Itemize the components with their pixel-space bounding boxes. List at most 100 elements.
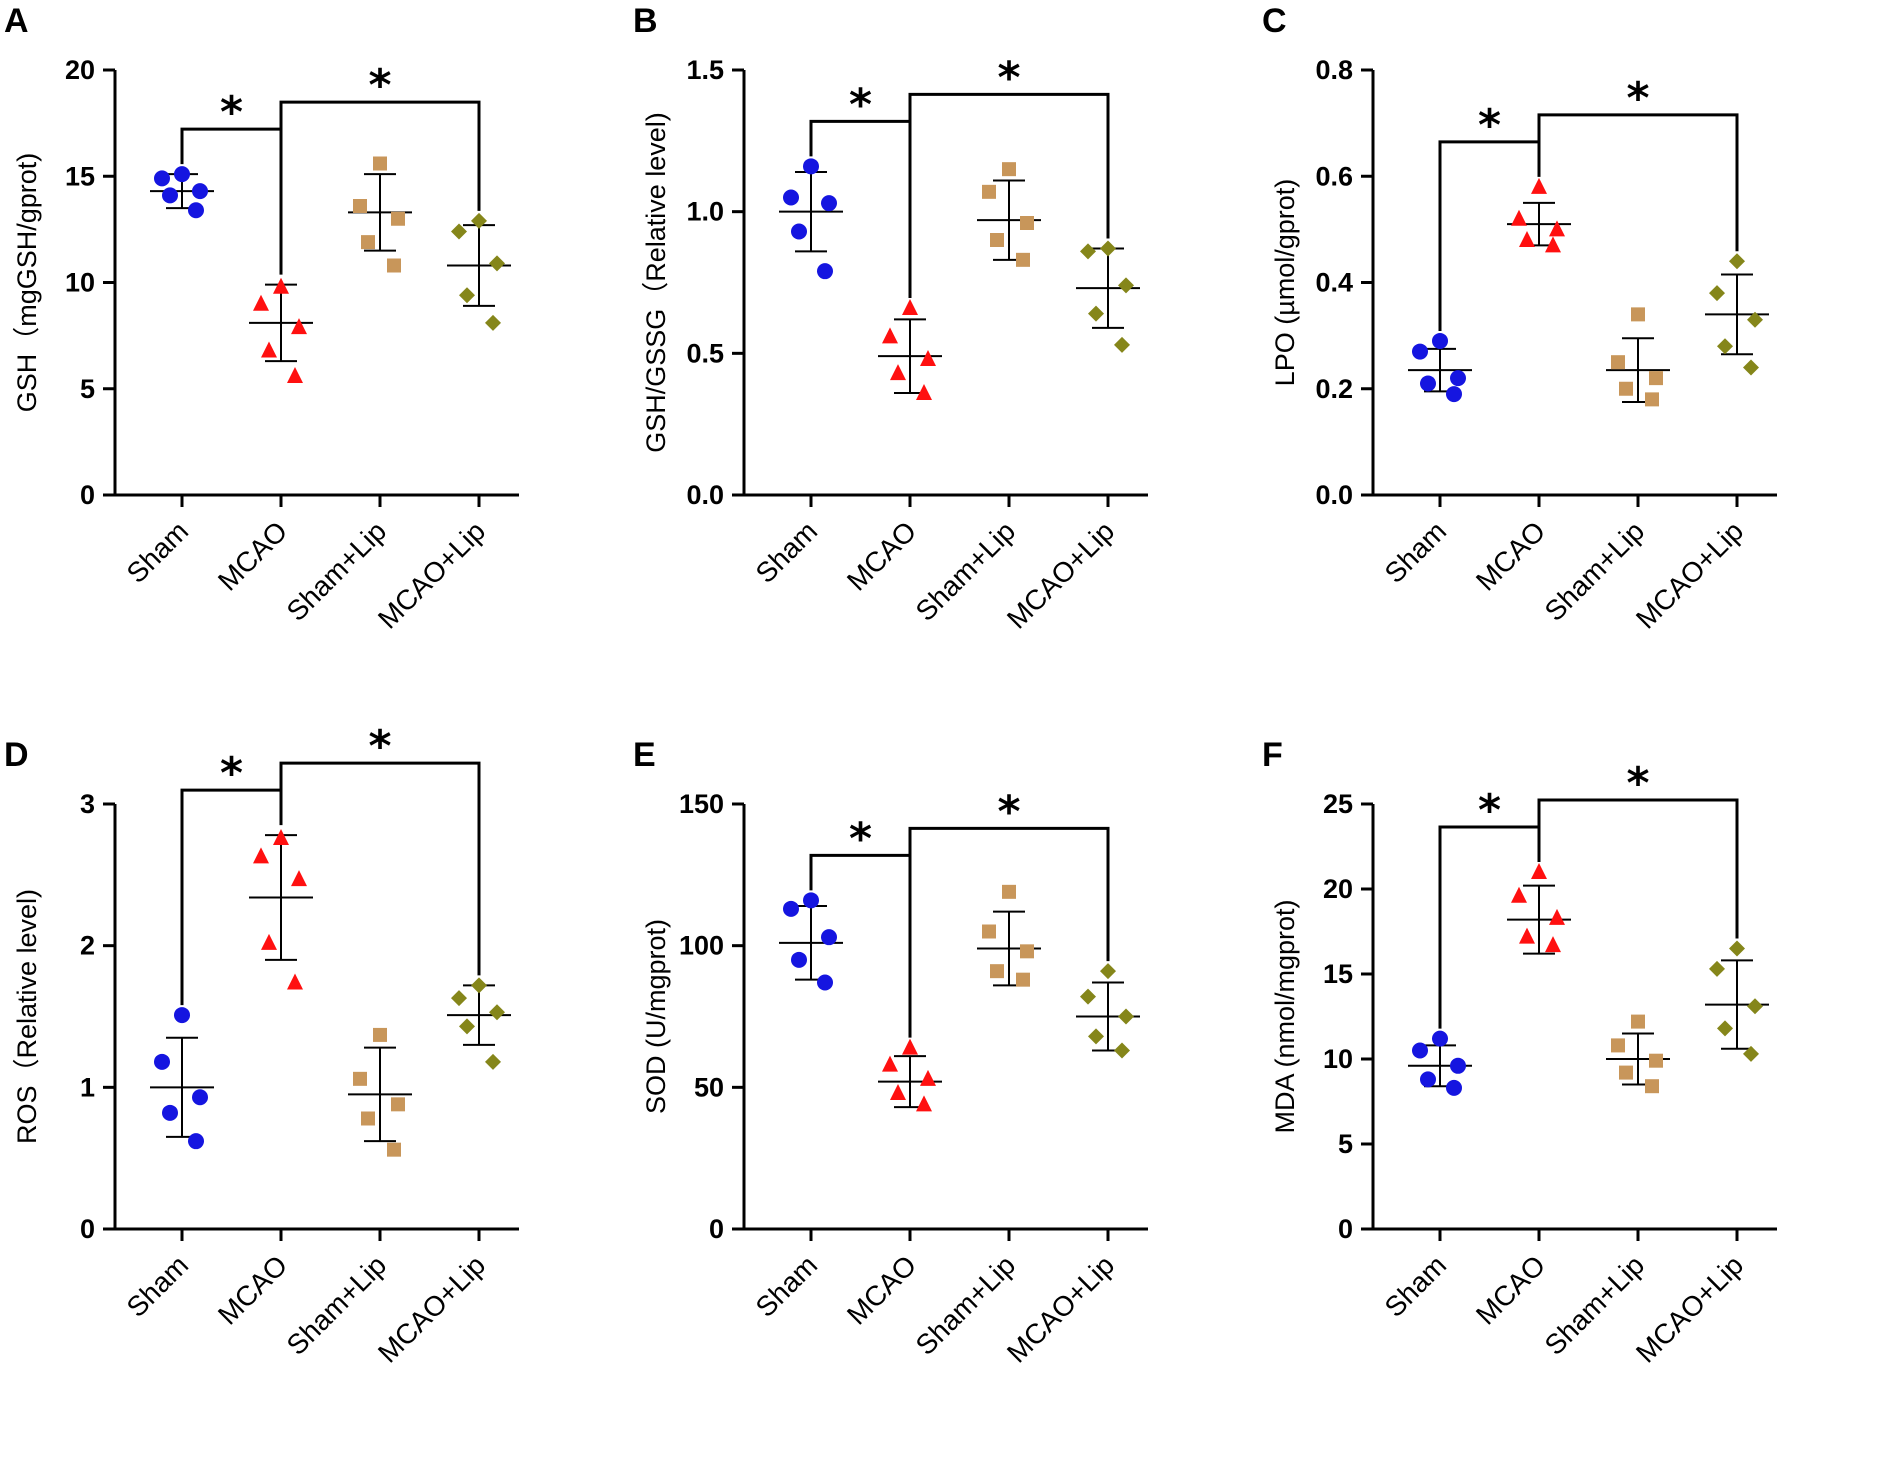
data-point xyxy=(1432,332,1448,349)
x-category-label: MCAO xyxy=(1470,1249,1551,1330)
data-point xyxy=(1531,863,1547,879)
data-point xyxy=(1450,370,1466,387)
y-axis-label: LPO (µmol/gprot) xyxy=(1270,179,1300,387)
significance-star: * xyxy=(220,87,243,138)
y-tick-label: 10 xyxy=(1323,1044,1353,1074)
data-point xyxy=(188,202,204,219)
panel-f: F 0 5 10 15 20 25 MDA (nmol/mgprot) Sham MCAO Sham… xyxy=(1258,734,1887,1468)
data-point xyxy=(890,364,906,381)
y-tick-label: 0 xyxy=(80,1214,95,1244)
data-point xyxy=(1080,988,1096,1005)
data-point xyxy=(817,974,833,991)
x-category-label: MCAO xyxy=(841,515,922,596)
data-point xyxy=(902,299,918,315)
data-point xyxy=(920,1069,936,1086)
data-point xyxy=(253,294,269,311)
data-point xyxy=(261,341,277,358)
data-point xyxy=(821,195,837,212)
x-category-label: MCAO xyxy=(212,515,293,596)
significance-bracket xyxy=(1438,825,1541,1029)
data-point xyxy=(783,189,799,206)
series-mcao-lip xyxy=(447,212,511,331)
y-tick-label: 1.0 xyxy=(686,197,724,227)
data-point xyxy=(361,1111,375,1126)
data-point xyxy=(821,929,837,946)
x-category-label: Sham xyxy=(750,515,824,589)
series-mcao-lip xyxy=(1076,240,1140,353)
y-tick-label: 0.0 xyxy=(1315,480,1353,510)
panel-c: C 0.0 0.2 0.4 0.6 0.8 LPO (µmol/gprot) Sham MCAO… xyxy=(1258,0,1887,734)
y-tick-label: 10 xyxy=(65,268,95,298)
data-point xyxy=(174,1007,190,1024)
data-point xyxy=(1645,392,1659,407)
data-point xyxy=(1412,1042,1428,1059)
data-point xyxy=(1118,1008,1134,1025)
x-category-label: MCAO+Lip xyxy=(1001,1249,1120,1368)
data-point xyxy=(1709,960,1725,977)
data-point xyxy=(1619,381,1633,396)
data-point xyxy=(1511,886,1527,903)
data-point xyxy=(273,829,289,845)
data-point xyxy=(1747,311,1763,328)
series-mcao xyxy=(878,299,942,400)
significance-bracket xyxy=(809,119,912,298)
series-sham xyxy=(150,1007,214,1150)
data-point xyxy=(1420,1071,1436,1088)
y-tick-label: 0.6 xyxy=(1315,161,1353,191)
series-sham xyxy=(779,158,843,280)
series-mcao xyxy=(878,1038,942,1112)
series-mcao-lip xyxy=(1705,940,1769,1062)
y-axis-label: MDA (nmol/mgprot) xyxy=(1270,899,1300,1133)
data-point xyxy=(1420,375,1436,392)
significance-star: * xyxy=(368,60,391,111)
series-sham xyxy=(1408,1030,1472,1096)
series-sham-lip xyxy=(1606,1014,1670,1094)
data-point xyxy=(1545,936,1561,953)
data-point xyxy=(1114,336,1130,353)
data-point xyxy=(1611,355,1625,370)
data-point xyxy=(391,1097,405,1112)
panel-label: B xyxy=(633,2,658,40)
data-point xyxy=(1729,940,1745,957)
significance-star: * xyxy=(368,721,391,772)
y-tick-label: 0 xyxy=(709,1214,724,1244)
y-tick-label: 20 xyxy=(1323,874,1353,904)
series-sham xyxy=(150,166,214,219)
data-point xyxy=(387,1142,401,1157)
data-point xyxy=(1020,944,1034,959)
panel-label: C xyxy=(1262,2,1287,40)
series-sham-lip xyxy=(348,1027,412,1157)
data-point xyxy=(287,973,303,990)
data-point xyxy=(803,158,819,175)
data-point xyxy=(162,187,178,204)
data-point xyxy=(1743,1045,1759,1062)
series-mcao-lip xyxy=(447,977,511,1070)
y-tick-label: 50 xyxy=(694,1072,724,1102)
data-point xyxy=(451,223,467,240)
series-sham xyxy=(779,892,843,991)
data-point xyxy=(1645,1079,1659,1094)
data-point xyxy=(1118,277,1134,294)
data-point xyxy=(1531,177,1547,194)
y-tick-label: 0.5 xyxy=(686,338,724,368)
series-mcao xyxy=(249,829,313,990)
data-point xyxy=(471,977,487,994)
x-category-label: Sham xyxy=(1379,515,1453,589)
data-point xyxy=(1717,1020,1733,1037)
series-sham-lip xyxy=(348,156,412,273)
x-category-label: Sham xyxy=(1379,1249,1453,1323)
data-point xyxy=(1080,243,1096,260)
y-tick-label: 15 xyxy=(1323,959,1353,989)
data-point xyxy=(1709,285,1725,302)
y-tick-label: 0 xyxy=(80,480,95,510)
y-tick-label: 25 xyxy=(1323,789,1353,819)
data-point xyxy=(1114,1042,1130,1059)
significance-star: * xyxy=(849,79,872,130)
data-point xyxy=(192,183,208,200)
significance-star: * xyxy=(997,786,1020,837)
x-category-label: MCAO+Lip xyxy=(372,515,491,634)
y-tick-label: 20 xyxy=(65,55,95,85)
